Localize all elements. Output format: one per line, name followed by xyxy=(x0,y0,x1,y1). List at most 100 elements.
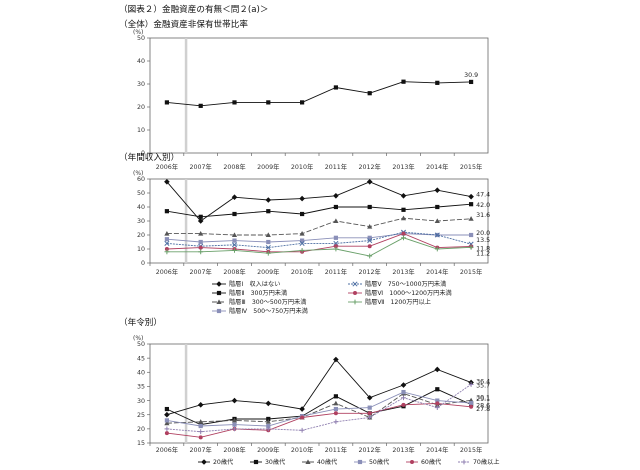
x-tick-label: 2014年 xyxy=(426,445,448,454)
legend-marker xyxy=(305,459,311,464)
data-point xyxy=(435,401,440,406)
legend-label: 階層Ⅱ 300万円未満 xyxy=(229,289,287,297)
data-point xyxy=(401,235,406,241)
data-point xyxy=(266,416,271,422)
data-point xyxy=(198,249,204,255)
data-point xyxy=(468,216,474,221)
data-label: 36.4 xyxy=(476,378,490,385)
data-point xyxy=(265,419,271,424)
data-label: 13.5 xyxy=(476,237,490,244)
y-tick-label: 50 xyxy=(137,190,145,197)
data-point xyxy=(164,411,170,418)
data-point xyxy=(300,238,305,243)
x-tick-label: 2010年 xyxy=(291,445,313,454)
data-point xyxy=(197,218,204,224)
data-point xyxy=(299,195,305,202)
x-tick-label: 2015年 xyxy=(460,267,482,276)
x-tick-label: 2014年 xyxy=(426,162,448,171)
data-point xyxy=(401,395,406,401)
legend-label: 階層Ⅳ 500～750万円未満 xyxy=(229,307,308,315)
data-point xyxy=(164,249,170,255)
series-line xyxy=(166,81,472,107)
legend-marker xyxy=(216,308,222,314)
y-tick-label: 20 xyxy=(137,104,145,111)
x-tick-label: 2014年 xyxy=(426,267,448,276)
data-point xyxy=(232,238,237,243)
series-line xyxy=(166,217,472,236)
legend-label: 60歳代 xyxy=(421,458,442,466)
data-point xyxy=(367,235,372,240)
y-tick-label: 50 xyxy=(137,35,145,42)
legend-label: 階層Ⅲ 300～500万円未満 xyxy=(229,298,306,306)
data-point xyxy=(198,423,203,429)
data-point xyxy=(400,193,407,199)
series-line xyxy=(166,233,472,253)
data-point xyxy=(299,240,305,246)
data-point xyxy=(469,232,474,238)
legend-label: 階層Ⅵ 1000～1200万円未満 xyxy=(365,289,452,297)
series-1: 47.4 xyxy=(164,179,490,224)
series-line xyxy=(166,358,472,416)
data-point xyxy=(434,366,441,373)
legend-item: 30歳代 xyxy=(250,458,286,466)
x-tick-label: 2015年 xyxy=(460,162,482,171)
legend-marker xyxy=(352,281,358,287)
legend-marker xyxy=(253,459,259,465)
plot-frame xyxy=(149,343,489,444)
data-point xyxy=(400,215,407,221)
x-tick-label: 2012年 xyxy=(359,162,381,171)
series-5: 13.5 xyxy=(164,229,490,251)
data-point xyxy=(333,193,339,199)
y-unit: (%) xyxy=(133,170,143,177)
data-point xyxy=(435,204,440,210)
x-tick-label: 2015年 xyxy=(460,445,482,454)
legend-marker xyxy=(201,459,207,465)
data-point xyxy=(164,247,169,251)
series-line xyxy=(166,402,472,438)
data-point xyxy=(231,232,238,237)
y-tick-label: 30 xyxy=(137,81,145,88)
chart-title: （年間収入別） xyxy=(119,151,179,163)
data-label: 28.6 xyxy=(476,403,490,410)
series-line xyxy=(166,233,472,243)
year-divider xyxy=(184,344,188,443)
legend-marker xyxy=(461,459,467,465)
legend-label: 30歳代 xyxy=(265,458,286,466)
data-point xyxy=(299,248,305,253)
data-point xyxy=(198,419,204,424)
data-label: 35.7 xyxy=(476,382,490,389)
legend-item: 階層Ⅵ 1000～1200万円未満 xyxy=(348,289,452,297)
data-point xyxy=(164,426,170,432)
data-point xyxy=(266,209,271,214)
data-point xyxy=(299,406,305,412)
data-point xyxy=(164,100,169,105)
data-point xyxy=(232,422,237,427)
chart-title: （年令別） xyxy=(119,316,162,328)
series-6: 35.7 xyxy=(164,382,490,435)
legend-item: 階層Ⅱ 300万円未満 xyxy=(212,289,287,297)
chart-overall: （全体）金融資産非保有世帯比率(%) 0 10 20 30 40 50 2006年 2007年 2… xyxy=(119,18,489,171)
x-tick-label: 2007年 xyxy=(190,162,212,171)
x-tick-label: 2007年 xyxy=(190,267,212,276)
data-point xyxy=(469,401,474,406)
series-line xyxy=(166,237,472,257)
x-tick-label: 2013年 xyxy=(392,445,414,454)
x-tick-label: 2007年 xyxy=(190,445,212,454)
data-point xyxy=(333,246,339,252)
data-point xyxy=(367,204,372,210)
y-unit: (%) xyxy=(133,29,143,36)
data-point xyxy=(164,420,170,426)
legend-item: 階層Ⅰ 収入はない xyxy=(212,280,280,288)
data-label: 42.0 xyxy=(476,202,490,209)
x-tick-label: 2013年 xyxy=(392,162,414,171)
legend-marker xyxy=(410,460,414,464)
plot-frame xyxy=(149,37,489,154)
data-point xyxy=(164,231,170,236)
series-line xyxy=(166,181,472,222)
data-point xyxy=(164,406,169,412)
legend-marker xyxy=(357,459,363,465)
data-point xyxy=(231,194,238,200)
data-point xyxy=(401,79,406,84)
data-point xyxy=(468,382,474,387)
